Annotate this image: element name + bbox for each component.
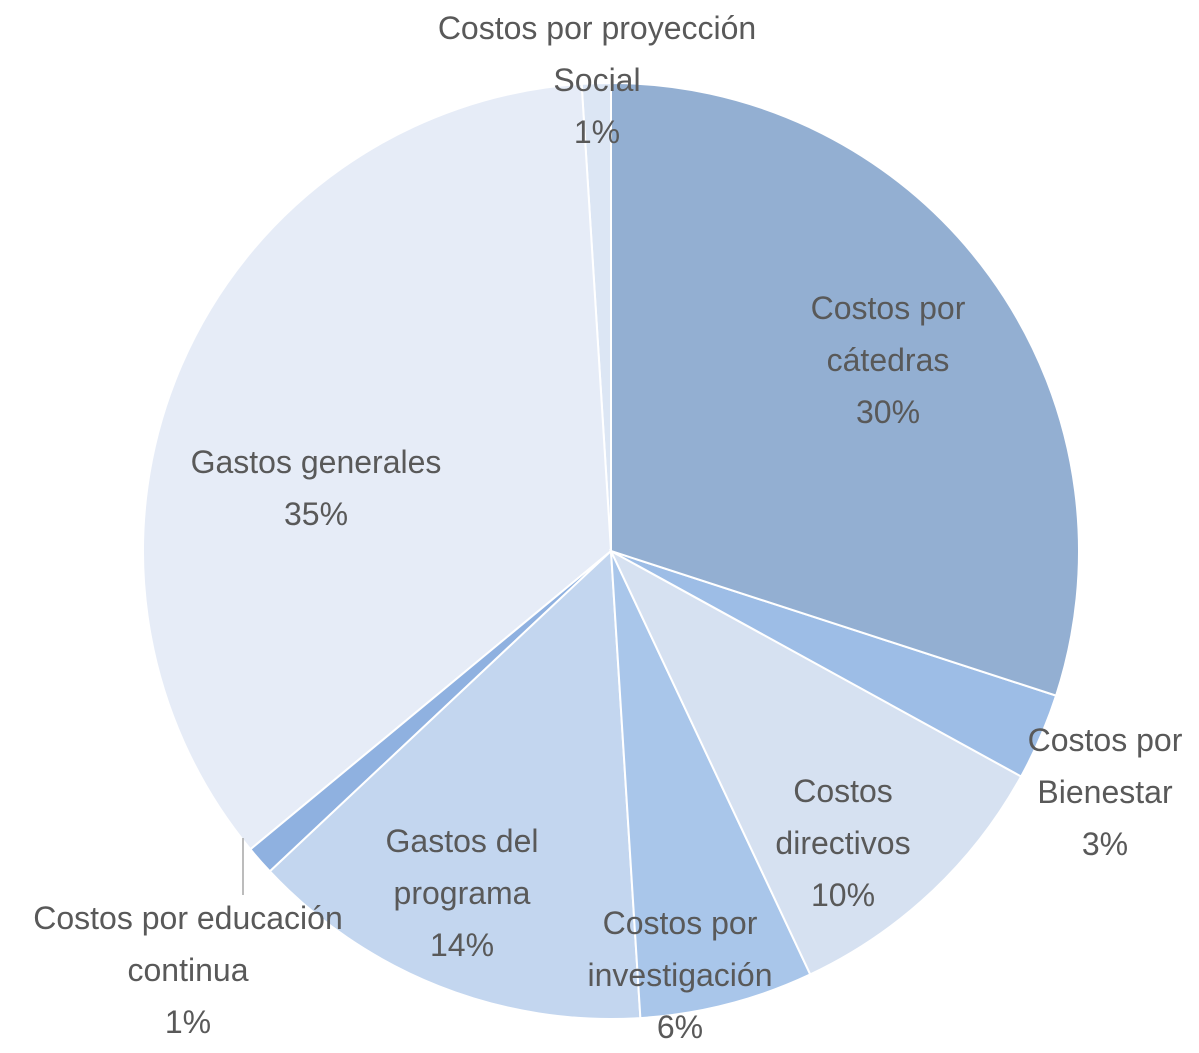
category-label: Costos por educación continua [33, 900, 343, 988]
category-label: Costos por Bienestar [1027, 722, 1183, 810]
category-label: Costos por investigación [587, 905, 773, 993]
data-label: Costos por proyección Social 1% [432, 2, 762, 158]
category-label: Costos por proyección Social [437, 10, 757, 98]
data-label: Gastos del programa 14% [362, 815, 562, 971]
category-label: Costos por cátedras [810, 290, 966, 378]
value-label: 35% [283, 496, 349, 532]
pie-slice [610, 81, 1080, 697]
category-label: Costos directivos [775, 773, 911, 861]
pie-slice [142, 82, 613, 851]
value-label: 10% [810, 877, 876, 913]
pie-slice [610, 550, 812, 1020]
value-label: 30% [855, 394, 921, 430]
data-label: Costos por educación continua 1% [23, 892, 353, 1048]
data-label: Costos por investigación 6% [560, 897, 800, 1053]
value-label: 1% [164, 1004, 212, 1040]
data-label: Costos por Bienestar 3% [1005, 714, 1199, 870]
category-label: Gastos del programa [385, 823, 539, 911]
value-label: 3% [1081, 826, 1129, 862]
data-label: Costos por cátedras 30% [773, 282, 1003, 438]
pie-slice [268, 548, 642, 1020]
data-label: Gastos generales 35% [151, 436, 481, 540]
pie-slice [608, 548, 1023, 976]
value-label: 6% [656, 1009, 704, 1045]
value-label: 14% [429, 927, 495, 963]
value-label: 1% [573, 114, 621, 150]
data-label: Costos directivos 10% [743, 765, 943, 921]
category-label: Gastos generales [190, 444, 442, 480]
